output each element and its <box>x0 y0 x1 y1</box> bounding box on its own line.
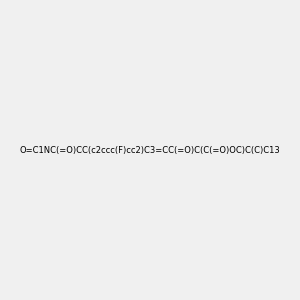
Text: O=C1NC(=O)CC(c2ccc(F)cc2)C3=CC(=O)C(C(=O)OC)C(C)C13: O=C1NC(=O)CC(c2ccc(F)cc2)C3=CC(=O)C(C(=O… <box>20 146 281 154</box>
